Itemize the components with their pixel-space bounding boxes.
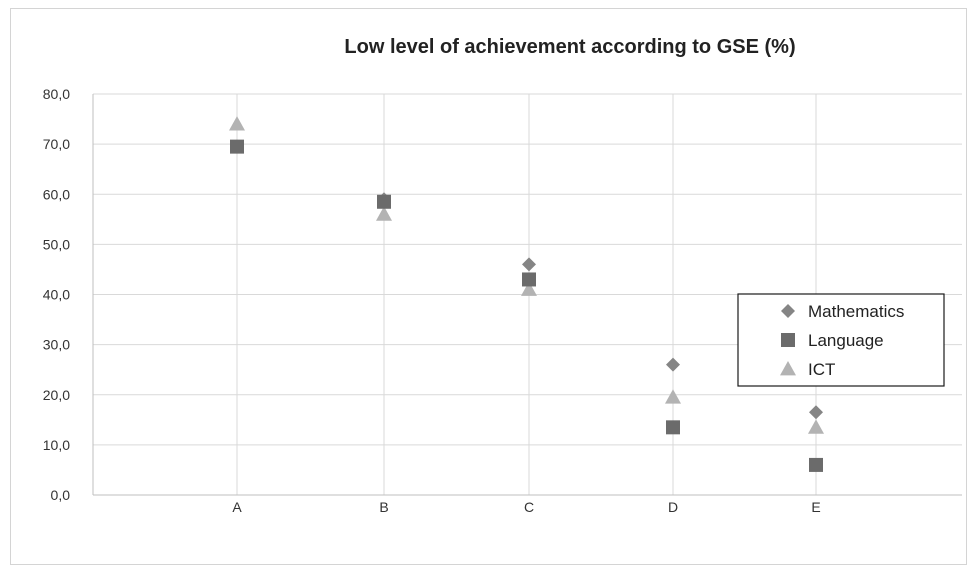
x-tick-label: C — [524, 499, 534, 515]
legend-box — [737, 293, 945, 387]
legend-marker-language — [781, 333, 795, 347]
data-point-ict — [521, 281, 537, 296]
x-tick-label: B — [379, 499, 388, 515]
legend-label-mathematics: Mathematics — [808, 302, 904, 321]
y-tick-label: 30,0 — [43, 337, 70, 353]
data-point-mathematics — [666, 357, 680, 372]
x-tick-label: D — [668, 499, 678, 515]
y-tick-label: 10,0 — [43, 437, 70, 453]
data-point-ict — [229, 116, 245, 131]
legend-marker-ict — [780, 361, 796, 376]
data-points — [229, 116, 824, 472]
y-tick-label: 40,0 — [43, 287, 70, 303]
y-tick-label: 20,0 — [43, 387, 70, 403]
chart-frame — [10, 8, 967, 565]
data-point-language — [377, 194, 391, 209]
legend-marker-mathematics — [781, 304, 795, 318]
data-point-ict — [808, 419, 824, 434]
y-tick-label: 60,0 — [43, 186, 70, 202]
x-tick-label: E — [811, 499, 820, 515]
y-tick-label: 70,0 — [43, 136, 70, 152]
data-point-mathematics — [522, 257, 536, 272]
data-point-language — [666, 420, 680, 435]
data-point-ict — [665, 389, 681, 404]
y-tick-label: 80,0 — [43, 86, 70, 102]
axes: 0,0 10,0 20,0 30,0 40,0 50,0 60,0 70,0 80,0 A B C D E — [43, 86, 962, 515]
data-point-language — [809, 457, 823, 472]
data-point-ict — [376, 206, 392, 221]
grid — [93, 93, 962, 495]
data-point-language — [230, 139, 244, 154]
x-tick-label: A — [232, 499, 242, 515]
y-tick-label: 0,0 — [51, 487, 71, 503]
chart-title: Low level of achievement according to GS… — [344, 36, 795, 58]
data-point-mathematics — [809, 405, 823, 420]
legend-label-language: Language — [808, 331, 884, 350]
legend-label-ict: ICT — [808, 360, 835, 379]
legend: Mathematics Language ICT — [737, 293, 945, 387]
y-tick-label: 50,0 — [43, 236, 70, 252]
data-point-language — [522, 272, 536, 287]
